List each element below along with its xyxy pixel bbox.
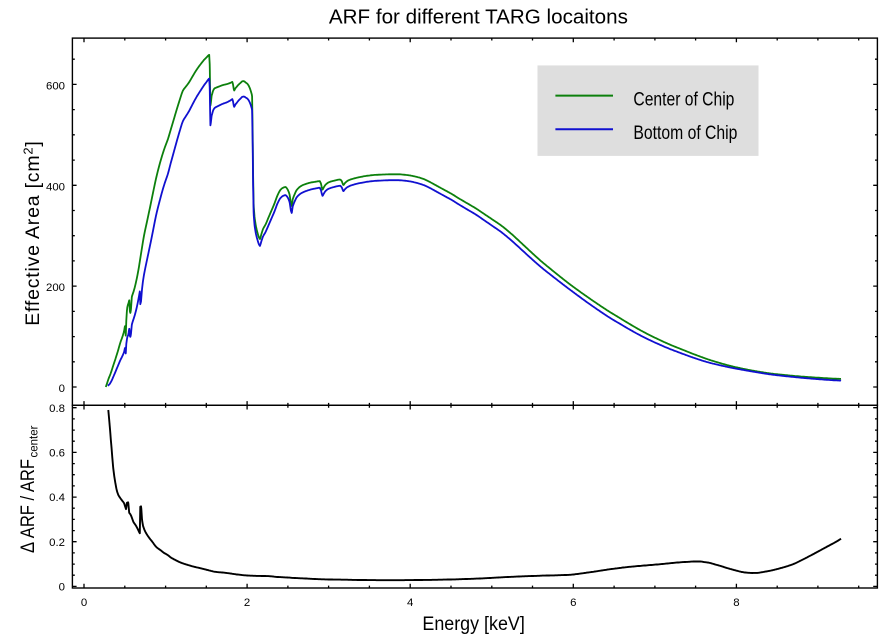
svg-text:6: 6	[570, 597, 576, 609]
svg-text:0.2: 0.2	[49, 537, 65, 549]
svg-text:2: 2	[244, 597, 250, 609]
svg-text:Δ ARF / ARF: Δ ARF / ARF	[17, 459, 39, 553]
svg-text:400: 400	[46, 181, 65, 193]
svg-text:0.6: 0.6	[49, 448, 65, 460]
svg-text:0: 0	[81, 597, 87, 609]
svg-text:0.8: 0.8	[49, 403, 65, 415]
svg-text:Bottom of Chip: Bottom of Chip	[633, 122, 737, 144]
svg-text:4: 4	[407, 597, 413, 609]
svg-text:200: 200	[46, 282, 65, 294]
svg-text:0: 0	[59, 383, 65, 395]
svg-text:0: 0	[59, 582, 65, 594]
svg-text:8: 8	[733, 597, 739, 609]
svg-text:Energy [keV]: Energy [keV]	[422, 613, 524, 635]
svg-text:ARF for different TARG locaito: ARF for different TARG locaitons	[329, 7, 628, 29]
svg-text:Effective Area [cm2]: Effective Area [cm2]	[21, 140, 45, 325]
svg-text:Center of Chip: Center of Chip	[633, 88, 734, 110]
svg-text:600: 600	[46, 81, 65, 93]
svg-text:0.4: 0.4	[49, 492, 65, 504]
svg-text:center: center	[28, 425, 40, 457]
